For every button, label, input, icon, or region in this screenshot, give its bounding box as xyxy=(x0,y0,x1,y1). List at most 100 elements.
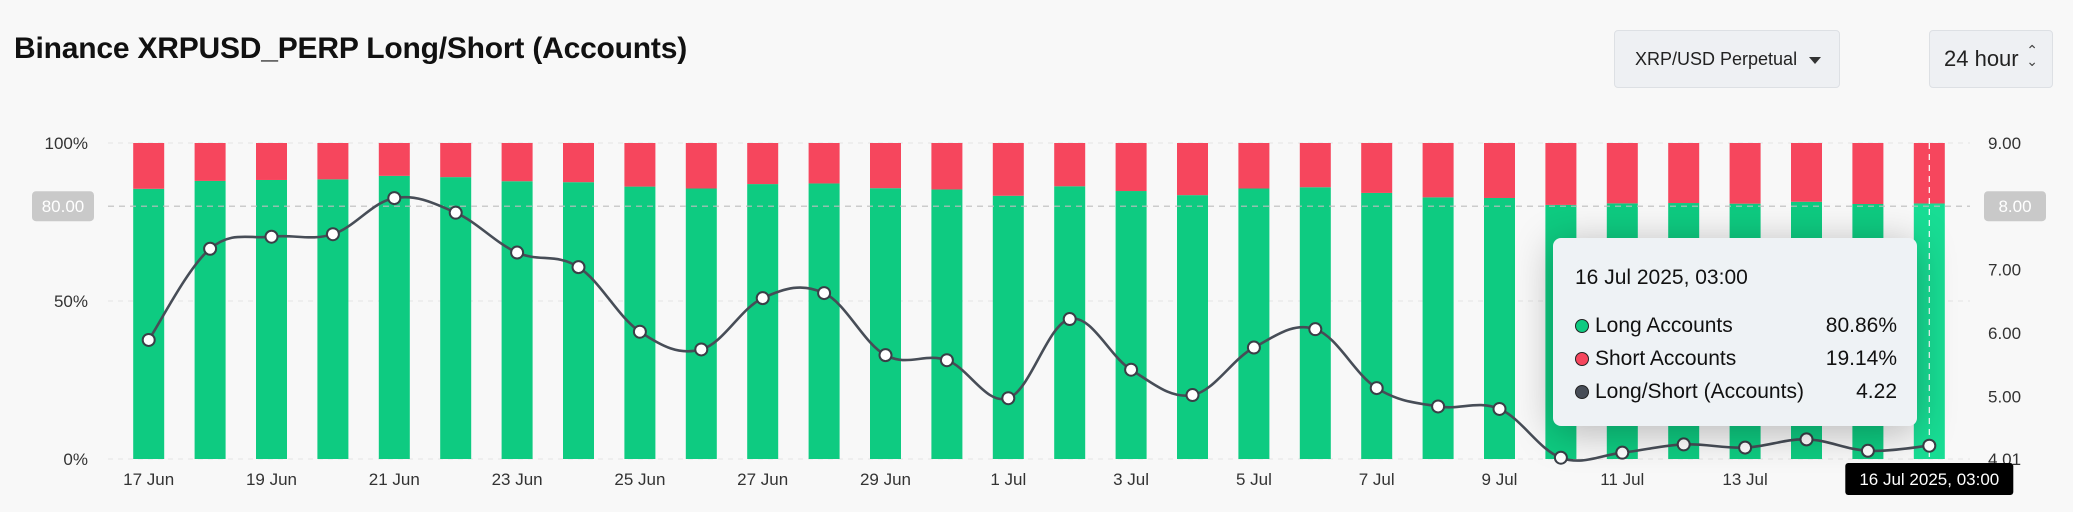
tooltip-row-long: Long Accounts 80.86% xyxy=(1575,312,1897,340)
symbol-select[interactable]: XRP/USD Perpetual xyxy=(1614,30,1840,88)
short-bar xyxy=(1484,143,1515,198)
short-bar xyxy=(133,143,165,189)
short-bar xyxy=(501,143,533,182)
y-left-tick-label: 0% xyxy=(63,450,88,469)
ratio-point xyxy=(1308,322,1323,337)
short-bar xyxy=(808,143,840,184)
x-tick-label: 11 Jul xyxy=(1600,470,1644,489)
long-bar xyxy=(685,188,717,459)
short-bar xyxy=(1852,143,1884,204)
x-crosshair-badge xyxy=(1845,463,2014,495)
short-bar xyxy=(1115,143,1147,192)
short-bar xyxy=(1729,143,1761,204)
ratio-point xyxy=(387,191,402,206)
long-bar xyxy=(1361,192,1393,460)
short-bar xyxy=(931,143,963,190)
short-bar xyxy=(440,143,472,178)
x-tick-label: 29 Jun xyxy=(860,470,911,489)
tooltip-row-value: 4.22 xyxy=(1856,380,1897,403)
short-bar xyxy=(378,143,410,176)
long-bar xyxy=(992,195,1024,459)
long-bar xyxy=(1422,197,1454,460)
y-right-tick-label: 9.00 xyxy=(1988,134,2021,153)
up-down-chevron-icon: ⌃ ⌄ xyxy=(2026,42,2038,69)
ratio-point xyxy=(1431,399,1446,414)
tooltip-title: 16 Jul 2025, 03:00 xyxy=(1575,266,1748,289)
ratio-point xyxy=(325,227,340,242)
short-bar xyxy=(1606,143,1638,204)
ratio-point xyxy=(1922,438,1937,453)
ratio-point xyxy=(1369,381,1384,396)
x-tick-label: 7 Jul xyxy=(1359,470,1395,489)
tooltip-row-ratio: Long/Short (Accounts) 4.22 xyxy=(1575,378,1897,406)
tooltip-row-short: Short Accounts 19.14% xyxy=(1575,345,1897,373)
y-left-crosshair-badge xyxy=(32,191,94,222)
x-tick-label: 27 Jun xyxy=(737,470,788,489)
ratio-point xyxy=(1799,432,1814,447)
ratio-point xyxy=(1185,388,1200,403)
ratio-point xyxy=(264,229,279,244)
short-bar xyxy=(1177,143,1208,196)
long-bar xyxy=(808,183,840,459)
long-bar xyxy=(1115,191,1147,460)
x-tick-label: 25 Jun xyxy=(614,470,665,489)
tooltip-row-value: 80.86% xyxy=(1825,314,1897,337)
x-tick-label: 17 Jun xyxy=(123,470,174,489)
long-bar xyxy=(1177,195,1208,459)
long-bar xyxy=(1238,188,1270,459)
ratio-point xyxy=(1615,445,1630,460)
ratio-point xyxy=(1246,340,1261,355)
long-bar xyxy=(501,181,533,459)
y-right-crosshair-label: 8.00 xyxy=(1998,197,2031,216)
short-bar xyxy=(563,143,594,183)
ratio-point xyxy=(203,241,218,256)
short-bar xyxy=(685,143,717,189)
ratio-point xyxy=(1553,450,1568,465)
chevron-down-icon xyxy=(1809,57,1821,64)
y-right-tick-label: 6.00 xyxy=(1988,324,2021,343)
symbol-select-value: XRP/USD Perpetual xyxy=(1635,49,1798,69)
long-bar xyxy=(194,180,226,460)
ratio-point xyxy=(1738,440,1753,455)
y-left-tick-label: 100% xyxy=(45,134,88,153)
short-bar xyxy=(256,143,287,180)
ratio-point xyxy=(1676,437,1691,452)
long-bar xyxy=(440,177,472,460)
x-tick-label: 23 Jun xyxy=(492,470,543,489)
long-bar xyxy=(870,188,901,460)
short-legend-dot-icon xyxy=(1575,352,1589,366)
ratio-point xyxy=(571,260,586,275)
long-bar xyxy=(563,182,594,459)
ratio-point xyxy=(755,291,770,306)
ratio-point xyxy=(510,245,525,260)
short-bar xyxy=(992,143,1024,196)
interval-select[interactable]: 24 hour ⌃ ⌄ xyxy=(1929,30,2053,88)
short-bar xyxy=(1913,143,1945,204)
short-bar xyxy=(1668,143,1700,204)
short-bar xyxy=(1238,143,1270,189)
x-tick-label: 3 Jul xyxy=(1113,470,1149,489)
long-legend-dot-icon xyxy=(1575,319,1589,333)
tooltip-row-label: Long/Short (Accounts) xyxy=(1595,380,1804,403)
tooltip-row-label: Short Accounts xyxy=(1595,347,1737,370)
ratio-legend-dot-icon xyxy=(1575,385,1589,399)
chart-tooltip: 16 Jul 2025, 03:00 Long Accounts 80.86% … xyxy=(1553,238,1917,426)
ratio-point xyxy=(448,205,463,220)
short-bar xyxy=(1054,143,1086,187)
ratio-point xyxy=(1860,443,1875,458)
x-tick-label: 5 Jul xyxy=(1236,470,1272,489)
ratio-point xyxy=(817,286,832,301)
long-bar xyxy=(256,179,287,460)
page-title: Binance XRPUSD_PERP Long/Short (Accounts… xyxy=(14,32,687,65)
long-bar xyxy=(747,184,779,459)
long-bar xyxy=(1484,197,1515,459)
ratio-line xyxy=(147,195,1930,462)
ratio-point xyxy=(939,353,954,368)
short-bar xyxy=(1422,143,1454,198)
x-tick-label: 21 Jun xyxy=(369,470,420,489)
short-bar xyxy=(1361,143,1393,193)
tooltip-row-value: 19.14% xyxy=(1825,347,1897,370)
x-tick-label: 9 Jul xyxy=(1482,470,1518,489)
ratio-point xyxy=(1124,362,1139,377)
long-bar xyxy=(378,175,410,459)
